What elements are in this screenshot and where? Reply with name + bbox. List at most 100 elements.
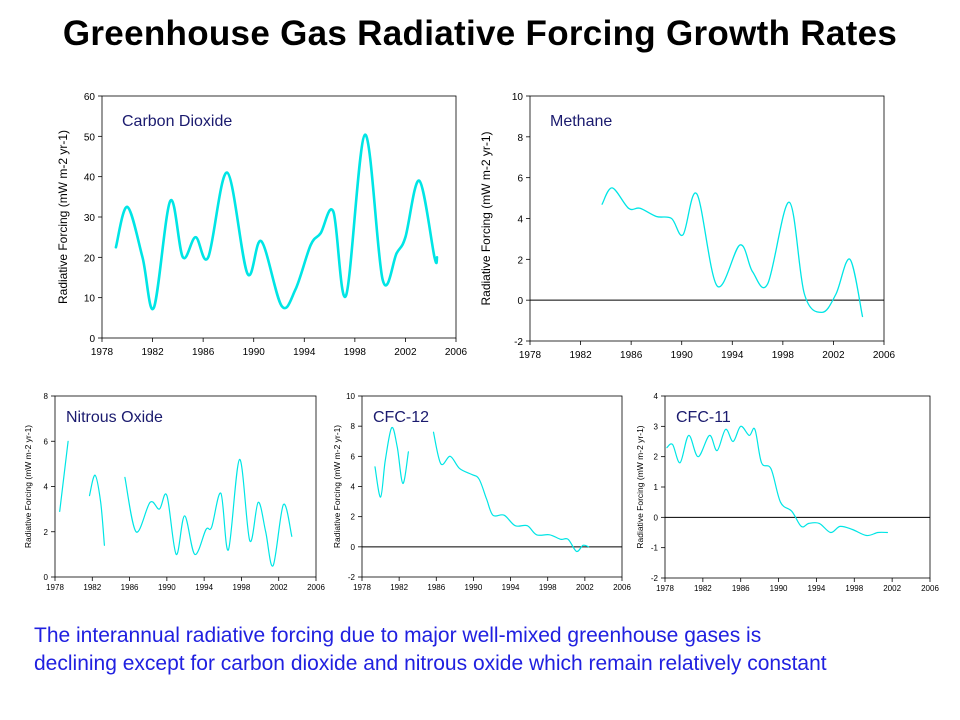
carbon-dioxide-y-tick-label: 50 <box>84 132 96 143</box>
cfc-11-series-line <box>666 425 888 537</box>
carbon-dioxide-x-tick-label: 2002 <box>394 347 417 358</box>
methane-y-tick-label: 10 <box>512 92 524 103</box>
carbon-dioxide-x-tick-label: 1994 <box>293 347 316 358</box>
cfc-12-y-tick-label: 2 <box>351 513 356 522</box>
carbon-dioxide-y-tick-label: 30 <box>84 213 96 224</box>
cfc-12-x-tick-label: 1994 <box>502 583 520 592</box>
carbon-dioxide-x-tick-label: 1978 <box>91 347 114 358</box>
nitrous-oxide-x-tick-label: 1994 <box>195 583 213 592</box>
cfc-11-y-tick-label: -1 <box>651 544 659 553</box>
cfc-12-x-tick-label: 1998 <box>539 583 557 592</box>
caption-line-2: declining except for carbon dioxide and … <box>34 652 827 675</box>
nitrous-oxide-x-tick-label: 2002 <box>270 583 288 592</box>
carbon-dioxide-y-tick-label: 10 <box>84 294 96 305</box>
nitrous-oxide-title: Nitrous Oxide <box>66 409 163 426</box>
carbon-dioxide-x-tick-label: 1990 <box>243 347 266 358</box>
carbon-dioxide-x-tick-label: 1998 <box>344 347 367 358</box>
cfc-12-series-line <box>374 426 409 498</box>
cfc-11-y-tick-label: 0 <box>654 513 659 522</box>
cfc-12-x-tick-label: 1982 <box>390 583 408 592</box>
carbon-dioxide-y-axis-label: Radiative Forcing (mW m-2 yr-1) <box>56 130 70 304</box>
nitrous-oxide-y-tick-label: 2 <box>44 528 49 537</box>
nitrous-oxide-y-tick-label: 0 <box>44 573 49 582</box>
methane-x-tick-label: 2002 <box>822 350 845 361</box>
cfc-12-y-tick-label: -2 <box>348 573 356 582</box>
methane-x-tick-label: 2006 <box>873 350 896 361</box>
page-title: Greenhouse Gas Radiative Forcing Growth … <box>62 14 898 53</box>
cfc-11-title: CFC-11 <box>676 409 731 426</box>
carbon-dioxide-x-tick-label: 1986 <box>192 347 215 358</box>
carbon-dioxide-y-tick-label: 20 <box>84 253 96 264</box>
cfc-11-y-tick-label: -2 <box>651 574 659 583</box>
nitrous-oxide-x-tick-label: 2006 <box>307 583 325 592</box>
carbon-dioxide-y-tick-label: 40 <box>84 173 96 184</box>
nitrous-oxide-y-tick-label: 6 <box>44 437 49 446</box>
cfc-11-x-tick-label: 1978 <box>656 584 674 593</box>
cfc-11-x-tick-label: 1982 <box>694 584 712 593</box>
nitrous-oxide-x-tick-label: 1986 <box>121 583 139 592</box>
methane-y-tick-label: 8 <box>517 133 523 144</box>
methane-title: Methane <box>550 113 612 130</box>
methane-y-axis-label: Radiative Forcing (mW m-2 yr-1) <box>479 131 493 305</box>
caption-line-1: The interannual radiative forcing due to… <box>34 624 762 647</box>
cfc-12-series-line <box>432 431 590 553</box>
methane-y-tick-label: 0 <box>517 296 523 307</box>
cfc-11-x-tick-label: 1990 <box>770 584 788 593</box>
cfc-12-x-tick-label: 2006 <box>613 583 631 592</box>
nitrous-oxide-y-axis-label: Radiative Forcing (mW m-2 yr-1) <box>23 425 33 548</box>
nitrous-oxide-series-line <box>88 474 105 546</box>
cfc-11-y-tick-label: 1 <box>654 483 659 492</box>
methane-x-tick-label: 1978 <box>519 350 542 361</box>
nitrous-oxide-x-tick-label: 1978 <box>46 583 64 592</box>
cfc-12-y-axis-label: Radiative Forcing (mW m-2 yr-1) <box>332 425 342 548</box>
methane-y-tick-label: 2 <box>517 255 523 266</box>
methane-x-tick-label: 1998 <box>772 350 795 361</box>
cfc-12-y-tick-label: 6 <box>351 452 356 461</box>
nitrous-oxide-x-tick-label: 1998 <box>233 583 251 592</box>
methane-y-tick-label: 6 <box>517 174 523 185</box>
methane-x-tick-label: 1982 <box>569 350 592 361</box>
cfc-12-y-tick-label: 8 <box>351 422 356 431</box>
cfc-11-x-tick-label: 1986 <box>732 584 750 593</box>
methane-x-tick-label: 1994 <box>721 350 744 361</box>
nitrous-oxide-x-tick-label: 1982 <box>83 583 101 592</box>
cfc-12-y-tick-label: 0 <box>351 543 356 552</box>
nitrous-oxide-series-line <box>124 458 293 567</box>
cfc-11-x-tick-label: 2006 <box>921 584 939 593</box>
cfc-12-title: CFC-12 <box>373 409 429 426</box>
carbon-dioxide-x-tick-label: 1982 <box>141 347 164 358</box>
nitrous-oxide-x-tick-label: 1990 <box>158 583 176 592</box>
cfc-11-y-tick-label: 4 <box>654 392 659 401</box>
methane-series-line <box>601 187 864 318</box>
methane-y-tick-label: -2 <box>514 337 523 348</box>
nitrous-oxide-series-line <box>59 440 69 512</box>
nitrous-oxide-y-tick-label: 4 <box>44 483 49 492</box>
cfc-12-x-tick-label: 1986 <box>427 583 445 592</box>
cfc-11-x-tick-label: 2002 <box>883 584 901 593</box>
cfc-12-y-tick-label: 4 <box>351 483 356 492</box>
cfc-11-y-axis-label: Radiative Forcing (mW m-2 yr-1) <box>635 425 645 548</box>
caption: The interannual radiative forcing due to… <box>34 622 954 678</box>
cfc-11-x-tick-label: 1994 <box>808 584 826 593</box>
cfc-12-y-tick-label: 10 <box>346 392 355 401</box>
carbon-dioxide-title: Carbon Dioxide <box>122 113 232 130</box>
cfc-11-y-tick-label: 2 <box>654 453 659 462</box>
carbon-dioxide-x-tick-label: 2006 <box>445 347 468 358</box>
carbon-dioxide-series-line <box>114 133 439 311</box>
carbon-dioxide-y-tick-label: 60 <box>84 92 96 103</box>
methane-y-tick-label: 4 <box>517 215 523 226</box>
methane-x-tick-label: 1986 <box>620 350 643 361</box>
cfc-11-y-tick-label: 3 <box>654 422 659 431</box>
carbon-dioxide-y-tick-label: 0 <box>89 334 95 345</box>
cfc-12-x-tick-label: 1990 <box>465 583 483 592</box>
cfc-12-x-tick-label: 2002 <box>576 583 594 592</box>
cfc-12-x-tick-label: 1978 <box>353 583 371 592</box>
cfc-11-x-tick-label: 1998 <box>845 584 863 593</box>
nitrous-oxide-y-tick-label: 8 <box>44 392 49 401</box>
methane-x-tick-label: 1990 <box>671 350 694 361</box>
